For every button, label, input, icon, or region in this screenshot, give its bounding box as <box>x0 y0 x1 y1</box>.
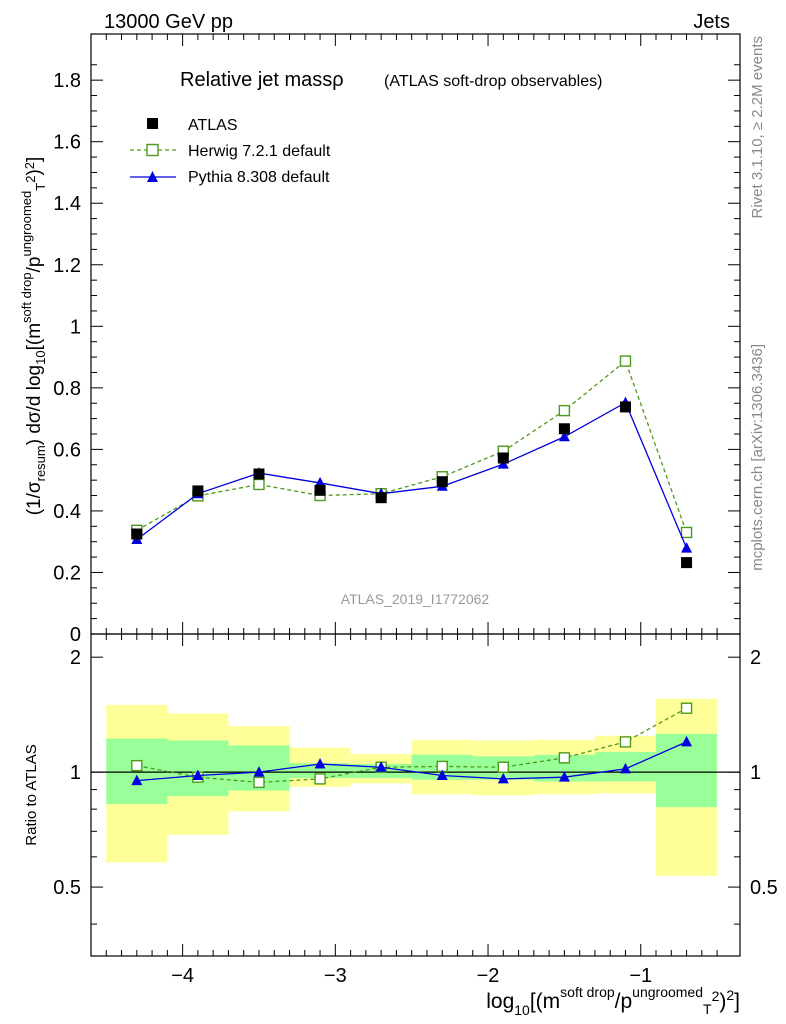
main-atlas-point-5 <box>436 476 448 488</box>
ratio-pythia-point-2 <box>253 766 265 777</box>
chart-title: Relative jet massρ <box>180 69 344 91</box>
main-y-tick-label-7: 1.4 <box>53 193 81 215</box>
main-herwig-point-8 <box>619 355 632 367</box>
ratio-pythia-point-4 <box>375 761 387 772</box>
ratio-herwig-point-2 <box>253 776 265 789</box>
x-tick-label-3: −1 <box>629 965 652 987</box>
main-y-tick-label-2: 0.4 <box>53 501 81 523</box>
ratio-pythia-line <box>136 741 687 782</box>
ratio-plot-area: −4 −3 −2 −1 0.5 0.5 1 1 2 2 <box>53 633 778 987</box>
analysis-watermark: ATLAS_2019_I1772062 <box>341 591 490 607</box>
main-y-tick-label-3: 0.6 <box>53 439 81 461</box>
main-pythia-point-7 <box>558 430 570 442</box>
main-atlas-point-3 <box>314 484 326 496</box>
main-pythia-point-9 <box>681 542 693 553</box>
main-y-tick-label-4: 0.8 <box>53 378 81 400</box>
ratio-pythia-point-6 <box>497 772 509 784</box>
ratio-y-tick-label-1: 1 <box>70 762 81 784</box>
main-y-tick-label-5: 1 <box>70 316 81 338</box>
ratio-pythia-point-3 <box>314 758 326 769</box>
rivet-label: Rivet 3.1.10, ≥ 2.2M events <box>749 36 766 219</box>
ratio-herwig-point-9 <box>680 702 693 714</box>
legend-pythia-label: Pythia 8.308 default <box>188 169 330 186</box>
legend-atlas-marker <box>147 118 158 129</box>
legend: ATLAS Herwig 7.2.1 default Pythia 8.308 … <box>130 117 331 186</box>
ratio-frame <box>90 633 741 957</box>
x-tick-label-0: −4 <box>171 965 194 987</box>
ratio-y-tick-label-right-2: 2 <box>750 647 761 669</box>
main-y-tick-label-0: 0 <box>70 624 81 646</box>
energy-label: 13000 GeV pp <box>104 11 233 33</box>
mcplots-label: mcplots.cern.ch [arXiv:1306.3436] <box>749 344 766 571</box>
ratio-pythia-point-5 <box>436 769 448 780</box>
ratio-pythia-point-7 <box>558 771 570 782</box>
main-pythia-point-3 <box>314 476 326 488</box>
ratio-y-tick-label-right-1: 1 <box>750 762 761 784</box>
main-atlas-point-4 <box>375 492 387 504</box>
main-y-tick-label-9: 1.8 <box>53 70 81 92</box>
main-plot-area: 0 0.2 0.4 0.6 0.8 1 1.2 1.4 1.6 1.8 <box>53 33 741 646</box>
main-herwig-point-2 <box>253 478 265 491</box>
main-pythia-line <box>136 401 688 549</box>
main-y-axis-label: (1/σresum) dσ/d log10[(msoft drop/pungro… <box>19 157 48 516</box>
legend-herwig-marker <box>146 143 159 157</box>
ratio-y-tick-label-0: 0.5 <box>53 877 81 899</box>
stat-band-1 <box>167 740 229 797</box>
category-label: Jets <box>693 11 730 33</box>
ratio-pythia-point-0 <box>131 774 143 786</box>
main-atlas-point-6 <box>497 452 509 464</box>
main-y-tick-label-1: 0.2 <box>53 562 81 584</box>
ratio-herwig-point-6 <box>497 761 510 773</box>
main-atlas-point-0 <box>131 528 143 540</box>
main-atlas-point-8 <box>619 401 631 413</box>
ratio-pythia-point-9 <box>681 735 693 747</box>
legend-pythia-marker <box>147 171 158 182</box>
main-herwig-point-7 <box>558 404 571 417</box>
legend-atlas-label: ATLAS <box>188 117 238 134</box>
ratio-y-tick-label-right-0: 0.5 <box>750 877 778 899</box>
x-tick-label-2: −2 <box>477 965 500 987</box>
main-herwig-line <box>136 359 688 533</box>
ratio-pythia-point-1 <box>192 769 204 780</box>
main-atlas-point-7 <box>558 423 570 435</box>
ratio-herwig-point-3 <box>314 773 326 785</box>
svg-text:log10[(msoft drop/pungroomedT2: log10[(msoft drop/pungroomedT2)2] <box>486 984 740 1018</box>
main-atlas-point-2 <box>253 468 265 480</box>
ratio-y-tick-label-2: 2 <box>70 647 81 669</box>
x-tick-label-1: −3 <box>324 965 347 987</box>
main-atlas-point-9 <box>681 557 693 569</box>
ratio-herwig-point-8 <box>619 736 632 748</box>
ratio-herwig-line <box>136 707 687 784</box>
x-axis-label: log10[(msoft drop/pungroomedT2)2] <box>486 984 740 1018</box>
main-herwig-point-9 <box>680 526 693 539</box>
main-y-tick-label-8: 1.6 <box>53 132 81 154</box>
legend-herwig-label: Herwig 7.2.1 default <box>188 143 331 160</box>
ratio-pythia-point-8 <box>619 762 631 774</box>
main-atlas-point-1 <box>192 485 204 497</box>
chart-subtitle: (ATLAS soft-drop observables) <box>384 73 602 90</box>
ratio-y-axis-label: Ratio to ATLAS <box>23 744 40 845</box>
stat-band-3 <box>289 763 351 779</box>
ratio-herwig-point-0 <box>131 759 143 772</box>
svg-text:(1/σresum) dσ/d log10[(msoft d: (1/σresum) dσ/d log10[(msoft drop/pungro… <box>19 157 48 516</box>
main-y-tick-label-6: 1.2 <box>53 255 81 277</box>
ratio-herwig-point-7 <box>558 752 571 764</box>
